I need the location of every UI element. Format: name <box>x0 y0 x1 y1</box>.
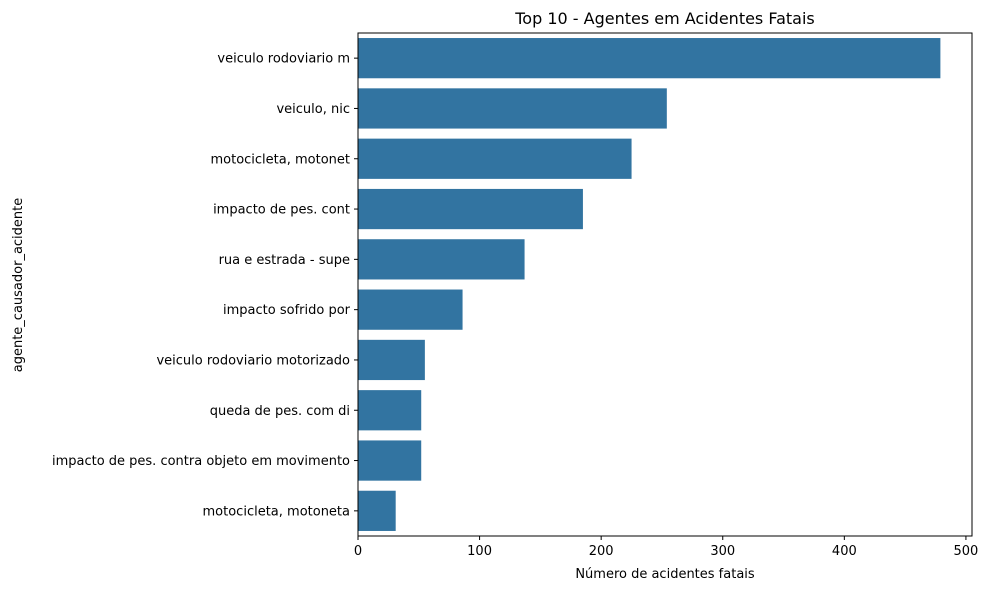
bar-5 <box>358 289 463 330</box>
bar-8 <box>358 440 422 481</box>
y-tick-label-9: motocicleta, motoneta <box>203 504 350 519</box>
bar-2 <box>358 138 632 179</box>
plot-area-frame <box>357 32 973 537</box>
chart-title: Top 10 - Agentes em Acidentes Fatais <box>514 9 815 28</box>
x-tick-label-3: 300 <box>710 544 735 559</box>
y-tick-label-7: queda de pes. com di <box>210 404 350 419</box>
bar-3 <box>358 188 583 230</box>
bar-4 <box>358 239 525 280</box>
y-tick-label-0: veiculo rodoviario m <box>217 52 350 67</box>
x-tick-label-2: 200 <box>589 544 614 559</box>
y-tick-label-3: impacto de pes. cont <box>213 203 350 218</box>
bars-group <box>358 38 941 531</box>
y-tick-label-6: veiculo rodoviario motorizado <box>156 353 350 368</box>
y-tick-label-2: motocicleta, motonet <box>210 152 350 167</box>
y-axis-ticks: veiculo rodoviario m veiculo, nic motocicl… <box>52 52 358 519</box>
bar-7 <box>358 390 422 431</box>
y-axis-label: agente_causador_acidente <box>11 198 26 373</box>
y-tick-label-1: veiculo, nic <box>276 102 350 117</box>
x-tick-label-0: 0 <box>354 544 362 559</box>
x-axis-label: Número de acidentes fatais <box>575 567 755 582</box>
x-axis-ticks: 0 100 200 300 400 500 <box>354 536 978 559</box>
y-tick-label-5: impacto sofrido por <box>223 303 351 318</box>
y-tick-label-8: impacto de pes. contra objeto em movimen… <box>52 454 350 469</box>
bar-0 <box>358 38 941 79</box>
x-tick-label-5: 500 <box>954 544 979 559</box>
bar-6 <box>358 339 425 381</box>
bar-9 <box>358 490 396 531</box>
x-tick-label-1: 100 <box>467 544 492 559</box>
y-tick-label-4: rua e estrada - supe <box>219 253 350 268</box>
x-tick-label-4: 400 <box>832 544 857 559</box>
bar-1 <box>358 88 667 129</box>
